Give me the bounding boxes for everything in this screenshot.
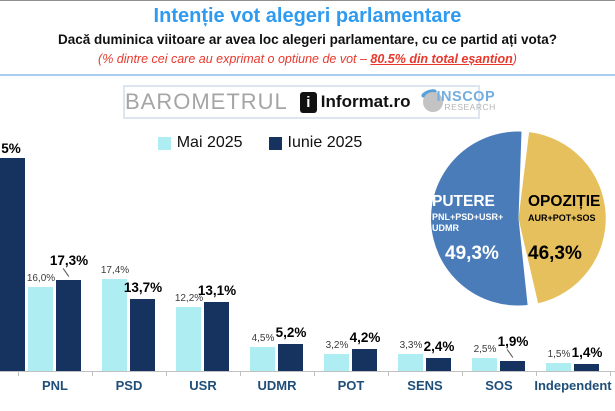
bar-iunie-clipped	[0, 158, 25, 371]
bar-iunie-POT	[352, 349, 377, 371]
bar-label-iunie-USR: 13,1%	[197, 283, 237, 298]
axis-tick	[314, 372, 315, 376]
bar-label-iunie-SENS: 2,4%	[423, 339, 455, 354]
bar-mai-POT	[324, 354, 349, 371]
bar-label-mai-SOS: 2,5%	[473, 344, 497, 355]
inscop-research-text: RESEARCH	[444, 102, 496, 112]
axis-label-SOS: SOS	[485, 378, 513, 393]
axis-label-UDMR: UDMR	[257, 378, 297, 393]
legend-label-mai: Mai 2025	[176, 134, 243, 151]
sample-note-prefix: (% dintre cei care au exprimat o optiune…	[98, 52, 371, 66]
pie-chart	[431, 131, 606, 306]
bar-mai-SENS	[398, 354, 423, 371]
bar-label-mai-UDMR: 4,5%	[251, 333, 275, 344]
bar-label-iunie-UDMR: 5,2%	[275, 325, 307, 340]
axis-label-PNL: PNL	[42, 378, 68, 393]
bar-iunie-SENS	[426, 358, 451, 371]
poll-question: Dacă duminica viitoare ar avea loc alege…	[58, 32, 557, 47]
sample-note: (% dintre cei care au exprimat o optiune…	[0, 52, 615, 66]
header-divider	[0, 74, 615, 76]
axis-tick	[388, 372, 389, 376]
axis-tick	[462, 372, 463, 376]
bar-label-mai-Independent: 1,5%	[547, 349, 571, 360]
bar-mai-SOS	[472, 358, 497, 371]
axis-tick	[18, 372, 19, 376]
inscop-circle-icon	[422, 92, 443, 112]
bar-iunie-UDMR	[278, 344, 303, 371]
informat-logo-text: Informat.ro	[320, 92, 411, 111]
inscop-logo-text: INSCOP	[436, 89, 496, 105]
pie-label-opozitie: OPOZIȚIE	[528, 193, 601, 210]
axis-label-SENS: SENS	[407, 378, 443, 393]
bar-iunie-USR	[204, 302, 229, 371]
axis-tick	[536, 372, 537, 376]
bar-mai-Independent	[546, 363, 571, 371]
bar-iunie-Independent	[574, 364, 599, 371]
bar-iunie-SOS	[500, 361, 525, 371]
pie-detail-opozitie: AUR+POT+SOS	[528, 213, 596, 223]
legend-item-iunie: Iunie 2025	[268, 134, 363, 152]
legend-item-mai: Mai 2025	[157, 134, 243, 152]
bar-label-mai-POT: 3,2%	[325, 340, 349, 351]
bar-label-iunie-PNL: 17,3%	[49, 253, 89, 268]
informat-logo: i Informat.ro	[299, 91, 411, 113]
logo-bar: BAROMETRUL i Informat.ro INSCOP RESEARCH	[123, 85, 495, 119]
axis-tick	[240, 372, 241, 376]
pie-slice-opozitie	[518, 132, 606, 304]
x-axis-line	[0, 371, 615, 372]
legend-label-iunie: Iunie 2025	[287, 134, 363, 151]
axis-label-Independent: Independent	[534, 378, 612, 393]
bar-mai-UDMR	[250, 347, 275, 371]
inscop-logo: INSCOP RESEARCH	[419, 87, 495, 115]
bar-label-mai-PSD: 17,4%	[100, 265, 130, 276]
bar-label-iunie-clipped: 5%	[1, 141, 21, 156]
barometrul-logo: BAROMETRUL	[125, 89, 288, 114]
pie-value-putere: 49,3%	[445, 243, 499, 264]
bar-label-iunie-PSD: 13,7%	[123, 280, 163, 295]
sample-note-suffix: )	[512, 52, 517, 66]
page-title: Intenție vot alegeri parlamentare	[153, 5, 462, 27]
bar-mai-USR	[176, 307, 201, 371]
legend-swatch-mai	[157, 136, 171, 150]
axis-label-POT: POT	[337, 378, 365, 393]
pie-label-putere: PUTERE	[432, 193, 495, 210]
bar-iunie-PSD	[130, 299, 155, 371]
axis-tick	[166, 372, 167, 376]
bar-iunie-PNL	[56, 280, 81, 371]
legend-swatch-iunie	[268, 136, 282, 150]
pie-detail-putere: PNL+PSD+USR+ UDMR	[432, 212, 504, 234]
bar-label-iunie-Independent: 1,4%	[571, 345, 603, 360]
bar-label-mai-PNL: 16,0%	[26, 273, 56, 284]
axis-label-PSD: PSD	[115, 378, 143, 393]
axis-tick	[92, 372, 93, 376]
bar-mai-PSD	[102, 279, 127, 371]
bar-label-mai-USR: 12,2%	[174, 293, 204, 304]
informat-icon: i	[299, 91, 317, 113]
sample-note-emphasis: 80.5% din total eșantion	[370, 52, 513, 66]
axis-label-USR: USR	[189, 378, 217, 393]
bar-label-mai-SENS: 3,3%	[399, 340, 423, 351]
bar-label-iunie-POT: 4,2%	[349, 330, 381, 345]
bar-mai-PNL	[28, 287, 53, 371]
chart-legend: Mai 2025 Iunie 2025	[0, 134, 520, 152]
pie-slice-putere	[431, 131, 528, 306]
axis-tick	[610, 372, 611, 376]
bar-label-iunie-SOS: 1,9%	[497, 334, 529, 349]
pie-value-opozitie: 46,3%	[528, 243, 582, 264]
